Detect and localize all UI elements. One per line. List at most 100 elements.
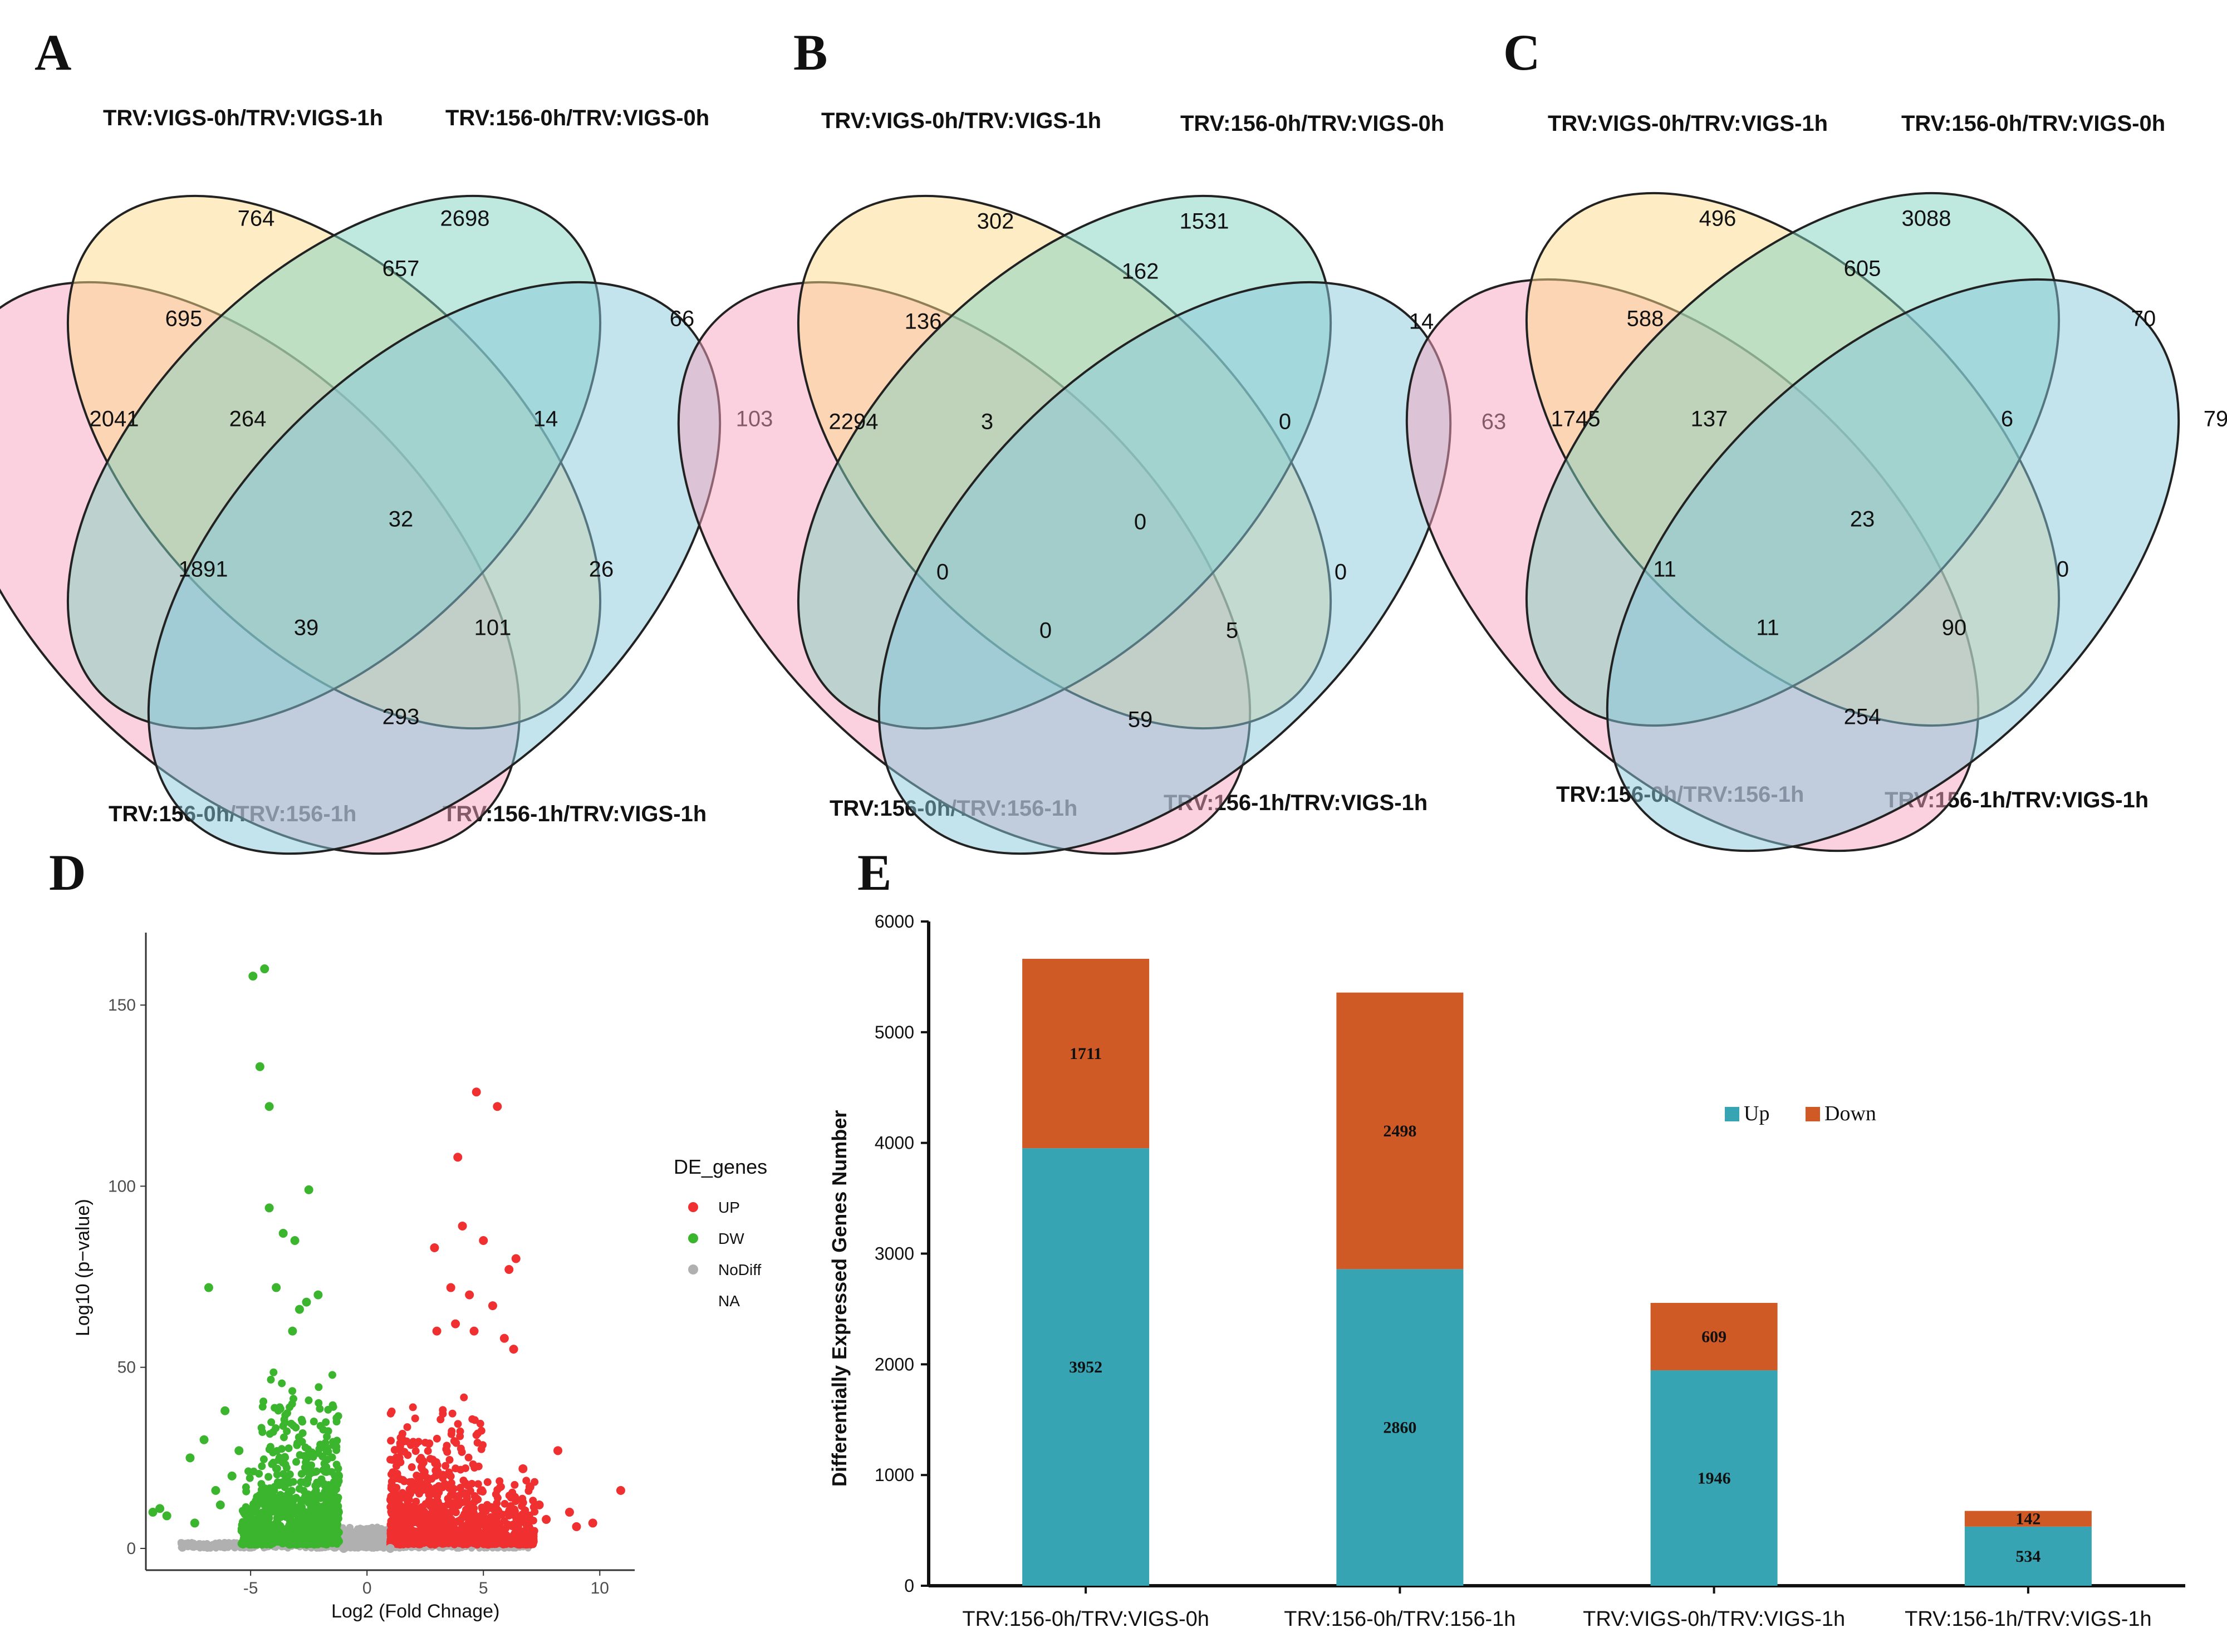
volcano-point-dw bbox=[162, 1511, 171, 1521]
volcano-point-dw bbox=[305, 1497, 313, 1505]
bar-rects: 3952 1711 2860 2498 1946 609 534 142 bbox=[1022, 959, 2092, 1586]
volcano-point-dw bbox=[185, 1453, 195, 1463]
volcano-point-dw bbox=[276, 1491, 284, 1499]
volcano-point-up bbox=[448, 1427, 456, 1435]
volcano-legend-title: DE_genes bbox=[674, 1155, 767, 1178]
volcano-point-up bbox=[437, 1535, 445, 1543]
volcano-point-dw bbox=[257, 1531, 265, 1540]
venn-c-ellipse-set4 bbox=[1606, 278, 2180, 852]
venn-b-region-5: 14 bbox=[1409, 310, 1434, 334]
volcano-point-dw bbox=[261, 1484, 269, 1492]
bar-legend: Up Down bbox=[1725, 1102, 1876, 1125]
volcano-point-dw bbox=[278, 1540, 287, 1548]
venn-b-region-12: 0 bbox=[1335, 560, 1347, 585]
volcano-point-up bbox=[429, 1533, 437, 1542]
volcano-point-up bbox=[456, 1432, 464, 1440]
bar-down-segment bbox=[1964, 1511, 2092, 1527]
volcano-legend-marker-na bbox=[688, 1296, 698, 1306]
volcano-point-dw bbox=[300, 1478, 308, 1487]
volcano-point-dw bbox=[278, 1379, 286, 1388]
volcano-point-up bbox=[396, 1442, 404, 1450]
volcano-point-dw bbox=[211, 1486, 220, 1495]
volcano-point-dw bbox=[269, 1448, 277, 1457]
bar-down-segment bbox=[1022, 959, 1150, 1149]
venn-a-region-15: 293 bbox=[382, 705, 420, 729]
bar-y-tick-label: 6000 bbox=[875, 911, 914, 932]
volcano-point-nodiff bbox=[346, 1544, 354, 1551]
volcano-point-dw bbox=[332, 1472, 341, 1480]
volcano-point-dw bbox=[307, 1508, 315, 1516]
volcano-point-up bbox=[616, 1486, 625, 1495]
venn-a-set1-label: TRV:VIGS-0h/TRV:VIGS-1h bbox=[103, 106, 383, 130]
volcano-point-up bbox=[463, 1490, 471, 1498]
volcano-point-up bbox=[425, 1491, 433, 1499]
volcano-point-dw bbox=[248, 972, 258, 981]
venn-b-region-15: 59 bbox=[1128, 708, 1153, 732]
volcano-point-dw bbox=[273, 1478, 282, 1487]
bar-category-label: TRV:156-1h/TRV:VIGS-1h bbox=[1905, 1607, 2152, 1631]
volcano-point-up bbox=[400, 1477, 409, 1486]
volcano-point-dw bbox=[266, 1496, 274, 1504]
volcano-point-up bbox=[450, 1437, 458, 1445]
volcano-point-dw bbox=[281, 1475, 290, 1484]
volcano-point-dw bbox=[279, 1433, 288, 1442]
volcano-point-dw bbox=[311, 1482, 320, 1490]
volcano-point-dw bbox=[276, 1533, 284, 1541]
panel-label-a: A bbox=[35, 24, 71, 81]
volcano-point-up bbox=[451, 1319, 460, 1329]
volcano-points bbox=[148, 964, 625, 1553]
volcano-point-up bbox=[387, 1437, 395, 1445]
volcano-point-dw bbox=[295, 1305, 304, 1314]
venn-c-region-15: 254 bbox=[1844, 705, 1881, 729]
volcano-point-up bbox=[404, 1451, 412, 1459]
volcano-point-up bbox=[404, 1494, 413, 1502]
volcano-point-dw bbox=[297, 1470, 306, 1478]
volcano-point-up bbox=[387, 1529, 395, 1537]
volcano-point-dw bbox=[298, 1418, 307, 1426]
volcano-point-nodiff bbox=[346, 1523, 353, 1531]
venn-c-region-13: 11 bbox=[1756, 616, 1779, 640]
volcano-point-up bbox=[531, 1508, 539, 1516]
volcano-point-up bbox=[518, 1494, 527, 1503]
volcano-point-up bbox=[542, 1514, 551, 1524]
volcano-point-up bbox=[529, 1516, 537, 1524]
volcano-point-up bbox=[483, 1478, 492, 1486]
venn-c-counts: 496 3088 605 588 70 1745 137 6 79 23 11 0 11 90 254 bbox=[1551, 207, 2227, 729]
volcano-point-dw bbox=[317, 1494, 325, 1502]
volcano-point-up bbox=[514, 1538, 522, 1547]
bar-category-label: TRV:156-0h/TRV:156-1h bbox=[1284, 1607, 1515, 1631]
volcano-point-nodiff bbox=[359, 1541, 366, 1548]
volcano-point-dw bbox=[302, 1297, 311, 1307]
volcano-point-dw bbox=[308, 1524, 316, 1533]
volcano-point-dw bbox=[234, 1446, 244, 1455]
volcano-point-dw bbox=[215, 1500, 225, 1509]
volcano-point-dw bbox=[298, 1496, 306, 1504]
volcano-point-dw bbox=[291, 1503, 300, 1512]
volcano-point-up bbox=[519, 1527, 528, 1536]
volcano-point-up bbox=[387, 1477, 396, 1486]
volcano-point-up bbox=[411, 1447, 420, 1455]
volcano-point-dw bbox=[318, 1452, 327, 1460]
volcano-point-up bbox=[447, 1479, 455, 1487]
venn-c-region-11: 11 bbox=[1653, 557, 1676, 582]
venn-c-region-9: 79 bbox=[2204, 407, 2227, 432]
volcano-point-up bbox=[440, 1479, 449, 1488]
volcano-point-up bbox=[529, 1532, 538, 1541]
volcano-point-up bbox=[506, 1539, 514, 1547]
volcano-y-tick-label: 100 bbox=[108, 1177, 136, 1195]
volcano-point-up bbox=[493, 1486, 502, 1494]
volcano-point-up bbox=[553, 1446, 563, 1455]
volcano-point-up bbox=[414, 1438, 423, 1446]
bar-up-segment bbox=[1022, 1148, 1150, 1586]
volcano-point-up bbox=[418, 1531, 426, 1539]
volcano-point-up bbox=[470, 1511, 479, 1519]
volcano-point-dw bbox=[220, 1406, 230, 1415]
volcano-point-up bbox=[451, 1533, 459, 1541]
volcano-point-up bbox=[445, 1455, 454, 1464]
volcano-point-up bbox=[479, 1236, 488, 1245]
venn-c-region-6: 1745 bbox=[1551, 407, 1601, 432]
volcano-point-nodiff bbox=[226, 1539, 233, 1546]
volcano-point-nodiff bbox=[189, 1542, 197, 1550]
